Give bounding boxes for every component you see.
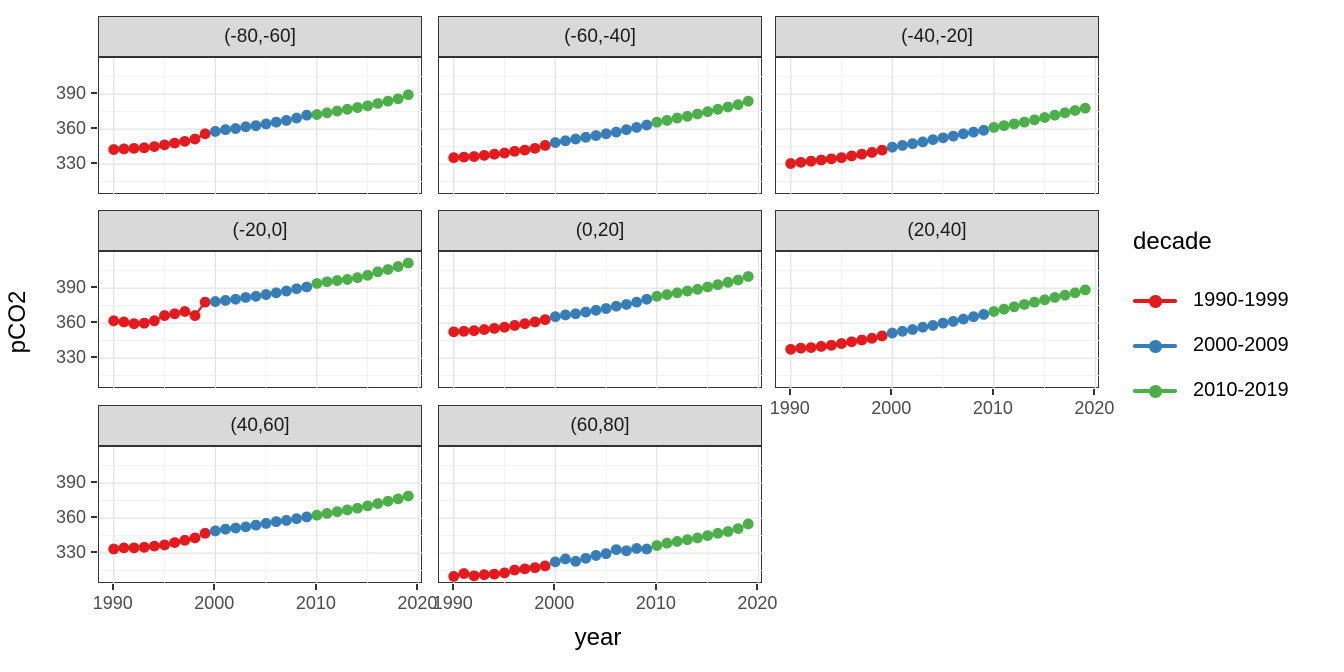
x-tick-mark — [314, 584, 317, 590]
x-tick-label: 2010 — [635, 593, 676, 613]
facet-strip-label: (-60,-40] — [564, 25, 636, 47]
x-tick-label: 1990 — [769, 398, 810, 418]
facet-plot — [439, 252, 763, 389]
x-tick-mark — [451, 584, 454, 590]
facet-strip: (40,60] — [98, 405, 422, 446]
y-tick-label: 390 — [55, 472, 86, 493]
facet-strip-label: (-40,-20] — [901, 25, 973, 47]
x-tick-label: 2000 — [194, 593, 235, 613]
legend-entry-1990-1999: 1990-1999 — [1133, 278, 1343, 323]
x-tick-label: 2000 — [534, 593, 575, 613]
y-tick-label: 360 — [55, 312, 86, 333]
y-tick-label: 360 — [55, 118, 86, 139]
legend-label: 2010-2019 — [1193, 379, 1289, 401]
x-tick-mark — [890, 389, 893, 395]
facet-strip-label: (40,60] — [230, 414, 290, 436]
facet-strip: (60,80] — [438, 405, 762, 446]
legend-label: 2000-2009 — [1193, 334, 1289, 356]
facet-panel — [98, 57, 423, 195]
facet-panel — [98, 251, 423, 389]
legend-entry-2010-2019: 2010-2019 — [1133, 368, 1343, 413]
facet-panel — [438, 251, 763, 389]
legend-key-red-icon — [1133, 289, 1177, 313]
x-tick-label: 2000 — [871, 398, 912, 418]
facet-strip-label: (20,40] — [907, 219, 967, 241]
x-tick-mark — [788, 389, 791, 395]
y-axis-title: pCO2 — [4, 290, 31, 354]
y-tick-mark — [91, 551, 97, 554]
x-tick-mark — [654, 584, 657, 590]
x-tick-label: 2010 — [295, 593, 336, 613]
facet-plot — [99, 252, 423, 389]
x-tick-label: 2020 — [397, 593, 438, 613]
legend-label: 1990-1999 — [1193, 289, 1289, 311]
facet-strip-label: (60,80] — [570, 414, 630, 436]
legend: decade 1990-1999 2000-2009 2010-2019 — [1133, 228, 1343, 413]
facet-plot — [99, 447, 423, 584]
y-tick-label: 390 — [55, 83, 86, 104]
facet-plot — [439, 447, 763, 584]
x-tick-mark — [991, 389, 994, 395]
x-tick-label: 2010 — [972, 398, 1013, 418]
y-tick-mark — [91, 481, 97, 484]
facet-strip-label: (-80,-60] — [224, 25, 296, 47]
legend-entry-2000-2009: 2000-2009 — [1133, 323, 1343, 368]
facet-panel — [98, 446, 423, 584]
facet-strip: (-60,-40] — [438, 16, 762, 57]
facet-strip: (-20,0] — [98, 210, 422, 251]
x-tick-mark — [213, 584, 216, 590]
facet-panel — [775, 251, 1100, 389]
y-tick-label: 330 — [55, 542, 86, 563]
x-tick-label: 2020 — [737, 593, 778, 613]
legend-title: decade — [1133, 228, 1212, 255]
x-axis-title: year — [574, 624, 622, 651]
x-tick-mark — [1093, 389, 1096, 395]
facet-plot — [99, 58, 423, 195]
y-tick-mark — [91, 92, 97, 95]
facet-panel — [775, 57, 1100, 195]
facet-strip: (-80,-60] — [98, 16, 422, 57]
facet-strip: (-40,-20] — [775, 16, 1099, 57]
y-tick-label: 390 — [55, 277, 86, 298]
y-tick-mark — [91, 162, 97, 165]
x-tick-mark — [756, 584, 759, 590]
x-tick-mark — [416, 584, 419, 590]
y-tick-label: 360 — [55, 507, 86, 528]
y-tick-mark — [91, 516, 97, 519]
y-tick-label: 330 — [55, 347, 86, 368]
facet-panel — [438, 446, 763, 584]
facet-plot — [776, 58, 1100, 195]
y-tick-mark — [91, 286, 97, 289]
legend-key-blue-icon — [1133, 334, 1177, 358]
y-tick-mark — [91, 356, 97, 359]
y-tick-label: 330 — [55, 153, 86, 174]
y-tick-mark — [91, 127, 97, 130]
x-tick-label: 1990 — [432, 593, 473, 613]
y-tick-mark — [91, 321, 97, 324]
facet-plot — [776, 252, 1100, 389]
x-tick-mark — [111, 584, 114, 590]
facet-panel — [438, 57, 763, 195]
facet-strip: (20,40] — [775, 210, 1099, 251]
x-tick-mark — [553, 584, 556, 590]
x-tick-label: 1990 — [92, 593, 133, 613]
legend-key-green-icon — [1133, 379, 1177, 403]
facet-plot — [439, 58, 763, 195]
x-tick-label: 2020 — [1074, 398, 1115, 418]
facet-strip-label: (0,20] — [575, 219, 625, 241]
facet-strip-label: (-20,0] — [232, 219, 288, 241]
facet-strip: (0,20] — [438, 210, 762, 251]
